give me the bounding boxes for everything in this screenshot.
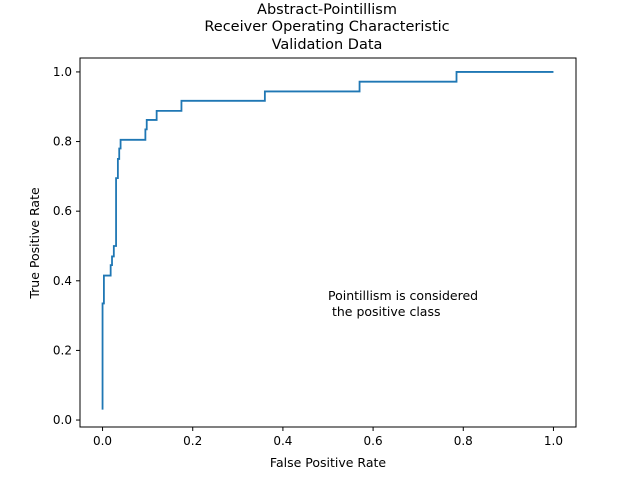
roc-curve-0: [101, 71, 554, 410]
y-axis-label: True Positive Rate: [27, 187, 42, 300]
x-axis-ticks: 0.0 0.2 0.4 0.6 0.8 1.0: [93, 427, 563, 448]
x-tick-label: 0.2: [183, 434, 202, 448]
annotation-line-2: the positive class: [328, 304, 441, 319]
annotation: Pointillism is considered the positive c…: [328, 288, 478, 319]
x-tick-label: 0.4: [273, 434, 292, 448]
chart-title-line-3: Validation Data: [272, 37, 383, 53]
plot-area: [101, 71, 554, 410]
y-tick-label: 0.8: [53, 135, 72, 149]
y-tick-label: 0.4: [53, 274, 72, 288]
x-tick-label: 1.0: [544, 434, 563, 448]
x-tick-label: 0.6: [364, 434, 383, 448]
chart-title-line-2: Receiver Operating Characteristic: [204, 19, 449, 35]
y-tick-label: 0.0: [53, 413, 72, 427]
x-axis-label: False Positive Rate: [270, 455, 386, 470]
x-tick-label: 0.8: [454, 434, 473, 448]
y-tick-label: 0.2: [53, 343, 72, 357]
y-axis-ticks: 0.0 0.2 0.4 0.6 0.8 1.0: [53, 65, 80, 427]
y-tick-label: 0.6: [53, 204, 72, 218]
y-tick-label: 1.0: [53, 65, 72, 79]
plot-frame: [79, 57, 577, 428]
chart-title-line-1: Abstract-Pointillism: [257, 2, 397, 18]
annotation-line-1: Pointillism is considered: [328, 288, 478, 303]
chart-title: Abstract-Pointillism Receiver Operating …: [204, 2, 449, 53]
x-tick-label: 0.0: [93, 434, 112, 448]
